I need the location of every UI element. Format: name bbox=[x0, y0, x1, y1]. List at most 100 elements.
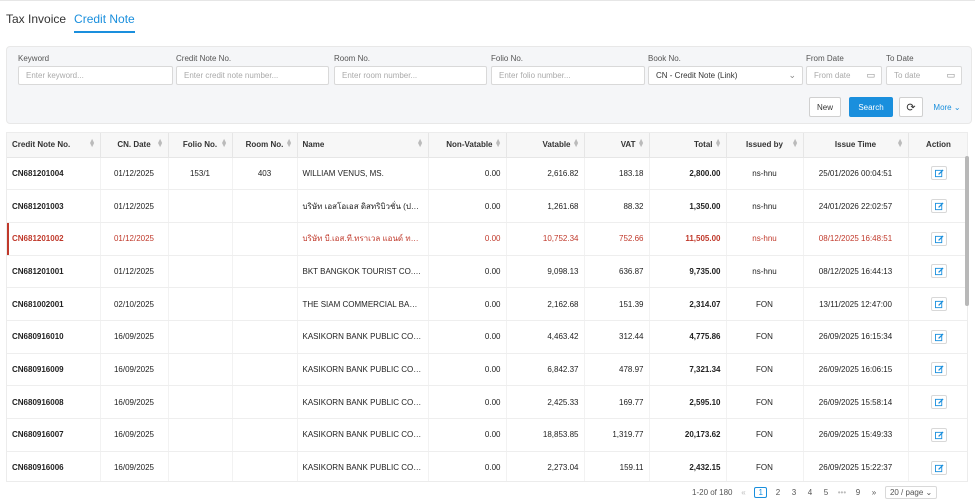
cell-folio-no bbox=[168, 385, 233, 419]
more-button[interactable]: More ⌄ bbox=[929, 97, 965, 117]
cell-vat: 752.66 bbox=[584, 222, 650, 256]
page-9[interactable]: 9 bbox=[855, 488, 861, 497]
cell-issue-time: 26/09/2025 15:58:14 bbox=[803, 385, 909, 419]
cell-credit-note-no: CN681201002 bbox=[7, 222, 101, 256]
room-no-input[interactable]: Enter room number... bbox=[334, 66, 487, 85]
col-credit-note-no[interactable]: Credit Note No. ▲ ▼ bbox=[7, 133, 101, 158]
col-cn-date[interactable]: CN. Date ▲ ▼ bbox=[100, 133, 169, 158]
cell-action bbox=[908, 320, 967, 354]
cell-name: KASIKORN BANK PUBLIC COM... bbox=[297, 385, 429, 419]
tab-credit-note[interactable]: Credit Note bbox=[74, 12, 135, 33]
cell-total: 9,735.00 bbox=[649, 255, 727, 289]
cell-cn-date: 01/12/2025 bbox=[100, 157, 169, 191]
keyword-input[interactable]: Enter keyword... bbox=[18, 66, 173, 85]
cell-issue-time: 24/01/2026 22:02:57 bbox=[803, 189, 909, 223]
page-4[interactable]: 4 bbox=[807, 488, 813, 497]
new-button[interactable]: New bbox=[809, 97, 841, 117]
cell-cn-date: 16/09/2025 bbox=[100, 418, 169, 452]
col-room-no[interactable]: Room No. ▲ ▼ bbox=[232, 133, 298, 158]
edit-icon bbox=[934, 169, 944, 178]
edit-button[interactable] bbox=[930, 264, 947, 279]
from-date-input[interactable]: From date ▭ bbox=[806, 66, 882, 85]
cell-name: KASIKORN BANK PUBLIC COM... bbox=[297, 320, 429, 354]
table-row[interactable]: CN681002001 02/10/2025 THE SIAM COMMERCIAL… bbox=[7, 287, 967, 321]
edit-icon bbox=[934, 202, 944, 211]
table-row[interactable]: CN680916006 16/09/2025 KASIKORN BANK PUBLI… bbox=[7, 451, 967, 481]
sort-icon: ▲ ▼ bbox=[637, 138, 645, 149]
table-row[interactable]: CN680916009 16/09/2025 KASIKORN BANK PUBLI… bbox=[7, 353, 967, 387]
next-page-button[interactable]: » bbox=[871, 488, 877, 497]
cell-total: 2,314.07 bbox=[649, 287, 727, 321]
table-scrollbar[interactable] bbox=[965, 156, 969, 306]
table-row[interactable]: CN680916008 16/09/2025 KASIKORN BANK PUBLI… bbox=[7, 385, 967, 419]
cell-vatable: 6,842.37 bbox=[506, 353, 585, 387]
cell-credit-note-no: CN680916010 bbox=[7, 320, 101, 354]
col-vatable[interactable]: Vatable ▲ ▼ bbox=[506, 133, 585, 158]
page-1[interactable]: 1 bbox=[754, 487, 767, 498]
cell-total: 4,775.86 bbox=[649, 320, 727, 354]
cell-issued-by: ns-hnu bbox=[726, 222, 804, 256]
room-no-filter: Room No. Enter room number... bbox=[334, 54, 487, 85]
cell-issued-by: ns-hnu bbox=[726, 255, 804, 289]
folio-no-input[interactable]: Enter folio number... bbox=[491, 66, 645, 85]
cell-vat: 183.18 bbox=[584, 157, 650, 191]
cell-non-vatable: 0.00 bbox=[428, 222, 507, 256]
edit-button[interactable] bbox=[930, 395, 947, 410]
sort-icon: ▲ ▼ bbox=[285, 138, 293, 149]
col-issue-time[interactable]: Issue Time ▲ ▼ bbox=[803, 133, 909, 158]
cell-credit-note-no: CN681201004 bbox=[7, 157, 101, 191]
col-non-vatable[interactable]: Non-Vatable ▲ ▼ bbox=[428, 133, 507, 158]
page-ellipsis[interactable]: ••• bbox=[837, 488, 847, 497]
book-no-select[interactable]: CN - Credit Note (Link) ⌄ bbox=[648, 66, 803, 85]
edit-button[interactable] bbox=[930, 199, 947, 214]
search-button[interactable]: Search bbox=[849, 97, 893, 117]
edit-button[interactable] bbox=[930, 166, 947, 181]
page-size-select[interactable]: 20 / page ⌄ bbox=[884, 486, 938, 499]
prev-page-button[interactable]: « bbox=[741, 488, 746, 497]
table-row[interactable]: CN681201004 01/12/2025 153/1 403 WILLIAM VEN… bbox=[7, 157, 967, 191]
table-row[interactable]: CN680916010 16/09/2025 KASIKORN BANK PUBLI… bbox=[7, 320, 967, 354]
cell-vatable: 10,752.34 bbox=[506, 222, 585, 256]
col-vat[interactable]: VAT ▲ ▼ bbox=[584, 133, 650, 158]
col-name[interactable]: Name ▲ ▼ bbox=[297, 133, 429, 158]
edit-button[interactable] bbox=[930, 362, 947, 377]
table-row[interactable]: CN680916007 16/09/2025 KASIKORN BANK PUBLI… bbox=[7, 418, 967, 452]
cell-non-vatable: 0.00 bbox=[428, 287, 507, 321]
tab-tax-invoice[interactable]: Tax Invoice bbox=[6, 12, 67, 26]
page-2[interactable]: 2 bbox=[775, 488, 781, 497]
keyword-filter: Keyword Enter keyword... bbox=[18, 54, 173, 85]
edit-button[interactable] bbox=[930, 460, 947, 475]
cell-non-vatable: 0.00 bbox=[428, 385, 507, 419]
credit-note-no-input[interactable]: Enter credit note number... bbox=[176, 66, 329, 85]
cell-issued-by: FON bbox=[726, 385, 804, 419]
page-5[interactable]: 5 bbox=[823, 488, 829, 497]
folio-no-filter: Folio No. Enter folio number... bbox=[491, 54, 645, 85]
cell-issue-time: 08/12/2025 16:48:51 bbox=[803, 222, 909, 256]
refresh-button[interactable]: ⟳ bbox=[899, 97, 923, 117]
edit-button[interactable] bbox=[930, 427, 947, 442]
cell-issue-time: 08/12/2025 16:44:13 bbox=[803, 255, 909, 289]
table-row[interactable]: CN681201002 01/12/2025 บริษัท บี.เอส.ที.ทร… bbox=[7, 222, 967, 256]
cell-room-no bbox=[232, 222, 298, 256]
cell-name: บริษัท เอสโอเอส ดิสทริบิวชั่น (ประเ... bbox=[297, 189, 429, 223]
col-total[interactable]: Total ▲ ▼ bbox=[649, 133, 727, 158]
col-issued-by[interactable]: Issued by ▲ ▼ bbox=[726, 133, 804, 158]
edit-button[interactable] bbox=[930, 231, 947, 246]
cell-issued-by: FON bbox=[726, 320, 804, 354]
cell-credit-note-no: CN680916007 bbox=[7, 418, 101, 452]
edit-button[interactable] bbox=[930, 329, 947, 344]
edit-button[interactable] bbox=[930, 297, 947, 312]
cell-cn-date: 01/12/2025 bbox=[100, 222, 169, 256]
page-3[interactable]: 3 bbox=[791, 488, 797, 497]
edit-icon bbox=[934, 235, 944, 243]
from-date-placeholder: From date bbox=[814, 71, 851, 80]
cell-non-vatable: 0.00 bbox=[428, 157, 507, 191]
cell-vatable: 2,616.82 bbox=[506, 157, 585, 191]
table-row[interactable]: CN681201003 01/12/2025 บริษัท เอสโอเอส ดิส… bbox=[7, 189, 967, 223]
cell-name: KASIKORN BANK PUBLIC COM... bbox=[297, 451, 429, 481]
col-folio-no[interactable]: Folio No. ▲ ▼ bbox=[168, 133, 233, 158]
cell-folio-no bbox=[168, 189, 233, 223]
cell-vatable: 2,162.68 bbox=[506, 287, 585, 321]
to-date-input[interactable]: To date ▭ bbox=[886, 66, 962, 85]
table-row[interactable]: CN681201001 01/12/2025 BKT BANGKOK TOURIST… bbox=[7, 255, 967, 289]
